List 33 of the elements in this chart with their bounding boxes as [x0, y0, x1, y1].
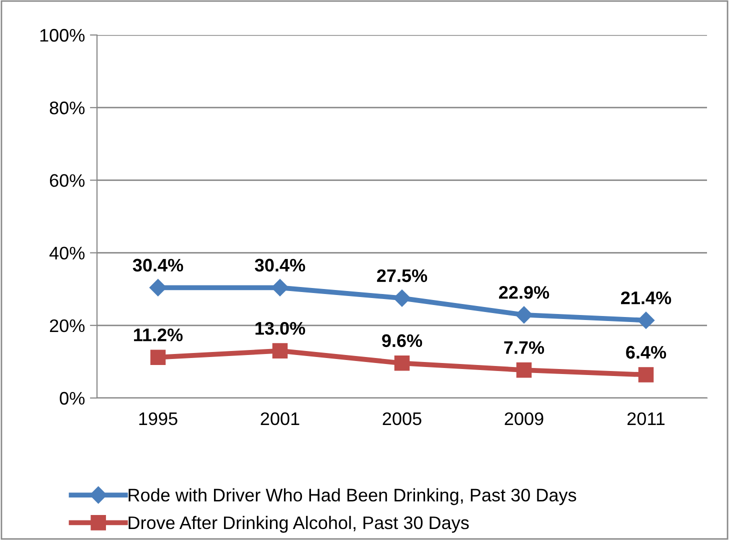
data-label: 7.7%: [504, 341, 544, 354]
point: [638, 367, 654, 382]
y-tick-label: 40%: [49, 246, 85, 260]
data-label: 22.9%: [499, 286, 550, 299]
data-label: 30.4%: [254, 258, 306, 272]
point: [272, 343, 288, 358]
data-label: 21.4%: [621, 291, 672, 304]
y-tick-label: 20%: [50, 319, 85, 332]
data-label: 9.6%: [382, 334, 422, 348]
data-label: 13.0%: [256, 322, 306, 335]
x-tick-label: 2001: [260, 412, 300, 426]
legend-label: Drove After Drinking Alcohol, Past 30 Days: [128, 516, 469, 533]
data-label: 27.5%: [377, 269, 428, 282]
point: [516, 362, 532, 378]
y-tick-label: 100%: [40, 28, 85, 42]
point: [637, 312, 655, 329]
y-tick-label: 80%: [50, 102, 85, 114]
point: [149, 279, 167, 296]
y-tick-label: 60%: [50, 174, 85, 187]
x-tick-label: 2011: [627, 412, 665, 426]
point: [271, 279, 289, 296]
point: [515, 306, 533, 324]
x-tick-label: 1995: [139, 412, 178, 426]
point: [393, 290, 411, 307]
y-tick-label: 0%: [60, 392, 85, 405]
x-tick-label: 2009: [504, 412, 544, 426]
legend-label: Rode with Driver Who Had Been Drinking, Past 30 Days: [128, 488, 576, 506]
data-label: 6.4%: [626, 346, 666, 359]
data-label: 30.4%: [132, 258, 184, 272]
data-label: 11.2%: [134, 328, 183, 342]
point: [394, 356, 410, 371]
point: [150, 350, 166, 365]
x-tick-label: 2005: [382, 412, 422, 426]
